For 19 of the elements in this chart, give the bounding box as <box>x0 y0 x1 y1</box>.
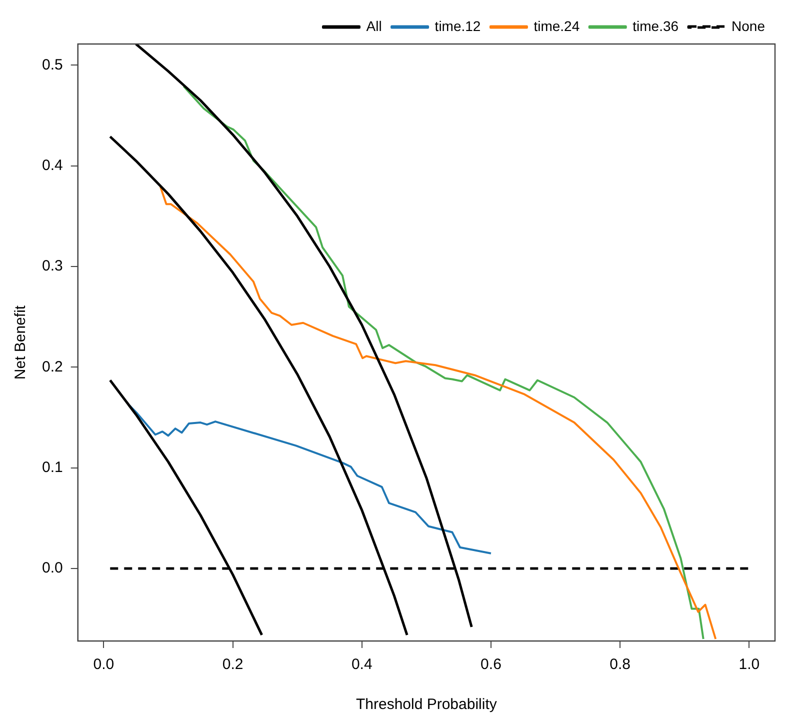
legend-label: time.12 <box>434 18 481 34</box>
y-tick-label: 0.0 <box>42 560 63 577</box>
y-tick-label: 0.4 <box>42 156 63 174</box>
x-tick-label: 1.0 <box>738 656 760 674</box>
y-tick-label: 0.5 <box>42 56 63 74</box>
x-tick-label: 0.6 <box>480 656 502 674</box>
x-tick-label: 0.4 <box>351 656 372 674</box>
y-axis-title: Net Benefit <box>12 304 30 380</box>
x-tick-label: 0.2 <box>222 656 244 674</box>
legend-label: time.36 <box>632 18 679 34</box>
y-tick-label: 0.3 <box>42 258 63 275</box>
x-tick-label: 0.8 <box>610 656 631 674</box>
y-tick-label: 0.1 <box>42 458 63 476</box>
legend-label: time.24 <box>534 18 580 34</box>
legend-label: All <box>366 18 382 34</box>
x-axis-title: Threshold Probability <box>356 696 498 714</box>
x-tick-label: 0.0 <box>93 656 114 674</box>
y-tick-label: 0.2 <box>42 358 63 376</box>
legend-label: None <box>732 18 766 34</box>
